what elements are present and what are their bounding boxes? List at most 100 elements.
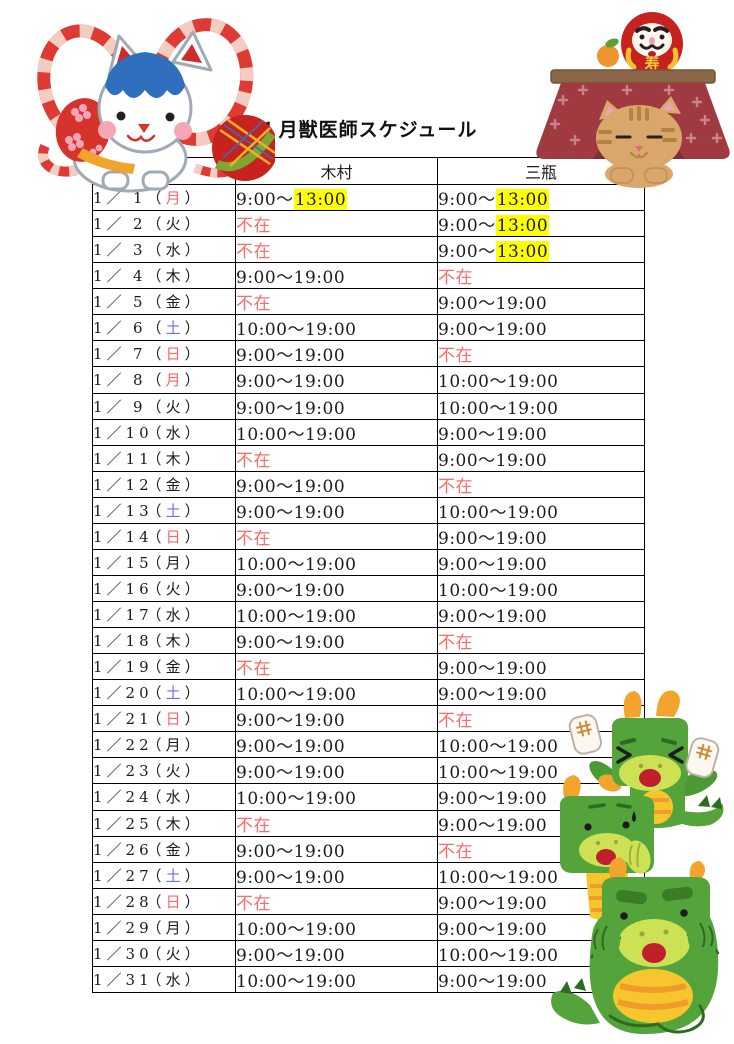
schedule-cell-kimura: 10:00～19:00 [235, 913, 438, 941]
day-of-week: 金 [165, 658, 185, 677]
schedule-cell-kimura: 10:00～19:00 [235, 418, 438, 446]
schedule-cell-kimura: 9:00～13:00 [235, 183, 438, 212]
day-of-week: 土 [165, 501, 185, 520]
newyear-cat-illustration [37, 18, 275, 193]
paper-mitten-left [568, 714, 603, 755]
highlighted-time: 13:00 [495, 189, 550, 211]
schedule-cell-kimura: 9:00～19:00 [235, 470, 438, 498]
schedule-cell-kimura: 不在 [235, 288, 438, 316]
schedule-row: 1／21（日） 9:00～19:00 不在 [92, 705, 645, 733]
schedule-cell-sanpei: 9:00～19:00 [437, 314, 645, 342]
schedule-cell-sanpei: 10:00～19:00 [437, 366, 645, 394]
date-cell: 1／30（火） [92, 939, 236, 967]
date-cell: 1／ 6（土） [92, 314, 236, 342]
date-cell: 1／12（金） [92, 470, 236, 498]
kotatsu-tabletop [550, 69, 716, 84]
schedule-row: 1／ 5（金） 不在 9:00～19:00 [92, 288, 645, 316]
schedule-row: 1／15（月） 10:00～19:00 9:00～19:00 [92, 548, 645, 576]
date-cell: 1／23（火） [92, 757, 236, 785]
schedule-row: 1／29（月） 10:00～19:00 9:00～19:00 [92, 913, 645, 941]
date-cell: 1／ 4（木） [92, 262, 236, 290]
schedule-row: 1／ 9（火） 9:00～19:00 10:00～19:00 [92, 392, 645, 420]
date-cell: 1／21（日） [92, 705, 236, 733]
schedule-row: 1／31（水） 10:00～19:00 9:00～19:00 [92, 965, 645, 994]
schedule-row: 1／13（土） 9:00～19:00 10:00～19:00 [92, 496, 645, 524]
schedule-cell-sanpei: 9:00～19:00 [437, 653, 645, 681]
time-range-start: 9:00～ [438, 242, 496, 263]
header-row: 木村 三瓶 [92, 157, 645, 185]
day-of-week: 木 [165, 814, 185, 833]
date-cell: 1／20（土） [92, 679, 236, 707]
day-of-week: 水 [165, 970, 185, 989]
schedule-cell-kimura: 9:00～19:00 [235, 939, 438, 967]
kotatsu-cat [596, 96, 682, 188]
dragon-top-laughing [568, 690, 724, 828]
highlighted-time: 13:00 [495, 215, 550, 237]
time-range-start: 9:00～ [236, 190, 294, 211]
schedule-row: 1／14（日） 不在 9:00～19:00 [92, 522, 645, 550]
date-cell: 1／ 8（月） [92, 366, 236, 394]
schedule-cell-kimura: 9:00～19:00 [235, 757, 438, 785]
schedule-cell-kimura: 不在 [235, 444, 438, 472]
schedule-cell-kimura: 10:00～19:00 [235, 783, 438, 811]
date-cell: 1／27（土） [92, 861, 236, 889]
schedule-row: 1／11（木） 不在 9:00～19:00 [92, 444, 645, 472]
day-of-week: 月 [165, 918, 185, 937]
schedule-cell-kimura: 不在 [235, 236, 438, 264]
day-of-week: 木 [165, 449, 185, 468]
schedule-row: 1／ 6（土） 10:00～19:00 9:00～19:00 [92, 314, 645, 342]
schedule-cell-kimura: 9:00～19:00 [235, 861, 438, 889]
schedule-cell-sanpei: 不在 [437, 340, 645, 368]
schedule-cell-kimura: 9:00～19:00 [235, 705, 438, 733]
day-of-week: 月 [165, 553, 185, 572]
schedule-row: 1／17（水） 10:00～19:00 9:00～19:00 [92, 600, 645, 629]
schedule-cell-sanpei: 不在 [437, 470, 645, 498]
schedule-row: 1／ 7（日） 9:00～19:00 不在 [92, 340, 645, 368]
mikan-orange [597, 38, 619, 67]
dragon-bottom-cheeks [551, 857, 720, 1035]
daruma-kotobuki-character: 寿 [644, 55, 659, 73]
daruma-doll: 寿 [621, 12, 683, 76]
day-of-week: 水 [165, 788, 185, 807]
schedule-cell-kimura: 9:00～19:00 [235, 366, 438, 394]
date-cell: 1／24（水） [92, 783, 236, 811]
date-cell: 1／13（土） [92, 496, 236, 524]
kotatsu-cat-illustration: 寿 [536, 12, 730, 188]
date-cell: 1／26（金） [92, 835, 236, 863]
blue-head-patch [105, 52, 185, 98]
schedule-cell-sanpei: 10:00～19:00 [437, 574, 645, 603]
date-cell: 1／16（火） [92, 574, 236, 603]
day-of-week: 水 [165, 606, 185, 625]
schedule-row: 1／10（水） 10:00～19:00 9:00～19:00 [92, 418, 645, 446]
day-of-week: 火 [165, 215, 185, 234]
date-cell: 1／ 7（日） [92, 340, 236, 368]
day-of-week: 木 [165, 267, 185, 286]
schedule-cell-sanpei: 10:00～19:00 [437, 496, 645, 524]
day-of-week: 日 [165, 710, 185, 729]
schedule-cell-sanpei: 9:00～19:00 [437, 522, 645, 550]
schedule-row: 1／18（木） 9:00～19:00 不在 [92, 627, 645, 655]
day-of-week: 水 [165, 241, 185, 260]
date-cell: 1／28（日） [92, 887, 236, 915]
schedule-cell-sanpei: 9:00～19:00 [437, 679, 645, 707]
day-of-week: 火 [165, 579, 185, 598]
schedule-cell-sanpei: 9:00～13:00 [437, 183, 645, 212]
schedule-cell-kimura: 10:00～19:00 [235, 679, 438, 707]
schedule-cell-kimura: 不在 [235, 210, 438, 238]
day-of-week: 月 [165, 736, 185, 755]
date-cell: 1／ 3（水） [92, 236, 236, 264]
date-cell: 1／11（木） [92, 444, 236, 472]
schedule-cell-sanpei: 不在 [437, 627, 645, 655]
time-range-start: 9:00～ [438, 190, 496, 211]
day-of-week: 金 [165, 475, 185, 494]
day-of-week: 土 [165, 866, 185, 885]
schedule-row: 1／ 2（火） 不在 9:00～13:00 [92, 210, 645, 238]
schedule-cell-sanpei: 9:00～19:00 [437, 444, 645, 472]
schedule-row: 1／ 4（木） 9:00～19:00 不在 [92, 262, 645, 290]
highlighted-time: 13:00 [293, 189, 348, 211]
schedule-cell-kimura: 9:00～19:00 [235, 496, 438, 524]
date-cell: 1／19（金） [92, 653, 236, 681]
blanket-plus-pattern [549, 84, 723, 146]
day-of-week: 火 [165, 397, 185, 416]
schedule-cell-sanpei: 9:00～19:00 [437, 548, 645, 576]
